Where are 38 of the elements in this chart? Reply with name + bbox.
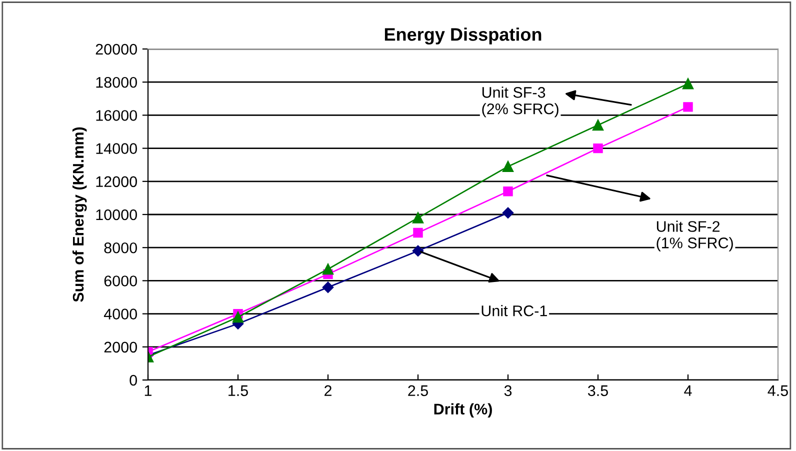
x-tick-label: 2.5 bbox=[408, 385, 428, 396]
point bbox=[502, 160, 514, 172]
annotation: Unit RC-1 bbox=[482, 305, 547, 316]
y-tick-label: 2000 bbox=[104, 342, 137, 353]
y-tick-label: 4000 bbox=[104, 308, 137, 320]
point bbox=[322, 282, 334, 293]
y-tick-label: 12000 bbox=[96, 176, 137, 188]
point bbox=[413, 228, 423, 238]
point bbox=[412, 245, 424, 257]
x-tick-label: 2 bbox=[324, 385, 332, 396]
x-tick-label: 3 bbox=[504, 385, 512, 396]
x-axis-title: Drift (%) bbox=[434, 403, 492, 418]
x-tick-label: 1 bbox=[144, 385, 152, 396]
point bbox=[232, 312, 244, 323]
chart-title: Energy Disspation bbox=[384, 28, 542, 44]
point bbox=[503, 186, 513, 196]
x-tick-label: 4.5 bbox=[768, 385, 788, 396]
annotation: Unit SF-2 (1% SFRC) bbox=[656, 220, 733, 252]
annotation: Unit SF-3 (2% SFRC) bbox=[482, 86, 558, 118]
y-tick-label: 8000 bbox=[104, 242, 137, 254]
y-tick-label: 20000 bbox=[96, 44, 137, 55]
x-tick-label: 4 bbox=[684, 385, 692, 396]
point bbox=[592, 120, 604, 131]
y-tick-label: 6000 bbox=[104, 276, 137, 286]
point bbox=[502, 207, 514, 218]
y-tick-label: 14000 bbox=[96, 143, 137, 154]
point bbox=[322, 264, 334, 275]
point bbox=[412, 212, 424, 224]
y-tick-label: 0 bbox=[130, 374, 137, 386]
y-tick-label: 10000 bbox=[96, 209, 137, 220]
y-axis-title: Sum of Energy (KN.mm) bbox=[72, 127, 87, 302]
x-tick-label: 1.5 bbox=[228, 385, 248, 396]
x-tick-label: 3.5 bbox=[588, 385, 608, 396]
y-tick-label: 16000 bbox=[96, 110, 137, 121]
point bbox=[683, 102, 693, 112]
point bbox=[593, 143, 603, 154]
y-tick-label: 18000 bbox=[96, 76, 137, 88]
point bbox=[682, 78, 694, 90]
